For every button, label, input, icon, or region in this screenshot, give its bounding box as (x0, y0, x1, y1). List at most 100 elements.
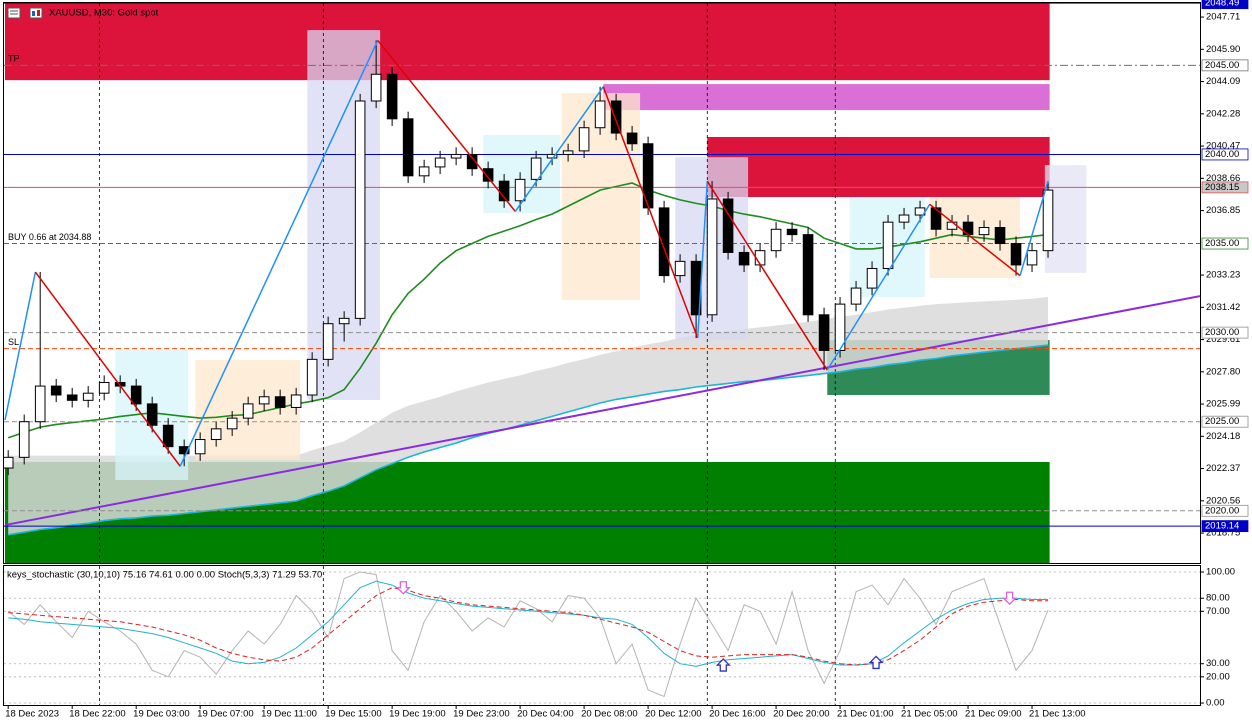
moving-average (7, 182, 1049, 439)
x-tick-label: 18 Dec 2023 (5, 709, 59, 720)
indicator-title: keys_stochastic (30,10,10) 75.16 74.61 0… (7, 570, 322, 581)
indicator-line (7, 571, 1049, 698)
y-tick-label: 30.00 (1206, 658, 1230, 669)
x-tick-label: 18 Dec 22:00 (69, 709, 126, 720)
candle-body (194, 439, 206, 455)
symbol-icon-bar (32, 11, 35, 16)
y-tick-label: 2020.56 (1206, 495, 1240, 506)
candle-body (370, 73, 382, 102)
candle-body (82, 392, 94, 401)
candle-body (562, 150, 574, 155)
candle-body (66, 394, 78, 401)
y-tick-label: 2045.90 (1206, 44, 1240, 55)
y-tick-label: 2022.37 (1206, 463, 1240, 474)
level-label: 2045.00 (1205, 60, 1239, 71)
zigzag-segment (706, 180, 828, 371)
level-annotation: BUY 0.66 at 2034.88 (8, 232, 91, 242)
trend-line (4, 295, 1200, 527)
candle-body (418, 166, 430, 177)
zigzag-segment (696, 181, 709, 339)
x-tick-label: 20 Dec 20:00 (773, 709, 830, 720)
zigzag-segment (4, 271, 37, 421)
y-tick-label: 100.00 (1206, 567, 1235, 578)
level-label-box (1201, 181, 1249, 194)
y-tick-label: 20.00 (1206, 671, 1230, 682)
level-label-box (1201, 237, 1249, 250)
candle-body (1026, 250, 1038, 266)
symbol-icon-bar (37, 10, 40, 16)
x-tick-label: 20 Dec 08:00 (581, 709, 638, 720)
candle-body (594, 100, 606, 129)
level-label: 2048.49 (1205, 0, 1239, 9)
candle-body (34, 385, 46, 423)
level-label: 2019.14 (1205, 521, 1239, 532)
candle-body (402, 118, 414, 177)
candle-body (866, 267, 878, 289)
candle-body (482, 168, 494, 182)
y-tick-label: 2044.09 (1206, 76, 1240, 87)
menu-icon[interactable] (7, 7, 21, 19)
candle-body (450, 153, 462, 159)
y-tick-label: 2025.99 (1206, 399, 1240, 410)
level-label-box (1201, 520, 1249, 533)
zigzag-segment (179, 40, 379, 467)
level-annotation: TP (8, 54, 20, 64)
candle-body (274, 396, 286, 408)
y-tick-label: 2031.42 (1206, 302, 1240, 313)
zigzag-segment (514, 86, 604, 212)
candle-body (786, 228, 798, 236)
level-label-box (1201, 59, 1249, 72)
y-tick-label: 2027.80 (1206, 366, 1240, 377)
chart-title: XAUUSD, M30: Gold spot (49, 8, 159, 19)
zigzag-segment (1019, 180, 1049, 276)
candle-body (946, 221, 958, 230)
level-label-box (1201, 415, 1249, 428)
x-tick-label: 21 Dec 13:00 (1029, 709, 1086, 720)
candle-body (162, 424, 174, 448)
level-annotation: SL (8, 337, 19, 347)
candle-body (322, 323, 334, 360)
candle-body (242, 403, 254, 419)
axes: 2047.71 2045.90 2044.09 2042.28 2040.47 2038.… (5, 0, 1249, 720)
candle-body (130, 385, 142, 405)
candle-body (722, 198, 734, 253)
candle-body (674, 260, 686, 277)
x-tick-label: 21 Dec 05:00 (901, 709, 958, 720)
x-tick-label: 21 Dec 01:00 (837, 709, 894, 720)
candle-body (178, 446, 190, 455)
x-tick-label: 19 Dec 23:00 (453, 709, 510, 720)
zigzag-segment (34, 271, 181, 467)
candle-body (770, 228, 782, 252)
y-tick-label: 80.00 (1206, 593, 1230, 604)
level-label-box (1201, 326, 1249, 339)
header: XAUUSD, M30: Gold spot (7, 7, 159, 19)
candle-body (578, 127, 590, 152)
candle-body (802, 234, 814, 316)
candle-body (994, 226, 1006, 245)
candle-body (930, 207, 942, 230)
y-tick-label: 2040.47 (1206, 141, 1240, 152)
x-tick-label: 20 Dec 04:00 (517, 709, 574, 720)
y-tick-label: 2024.18 (1206, 431, 1240, 442)
x-tick-label: 19 Dec 19:00 (389, 709, 446, 720)
candle-body (706, 198, 718, 316)
candle-body (626, 132, 638, 145)
candle-body (434, 157, 446, 168)
level-label: 2040.00 (1205, 149, 1239, 160)
price-zone (5, 3, 1050, 81)
symbol-icon[interactable] (29, 7, 43, 19)
main-plot: TP BUY 0.66 at 2034.88 SL (4, 3, 1200, 563)
candle-body (98, 382, 110, 394)
candle-body (882, 221, 894, 269)
moving-average (8, 344, 1049, 536)
candle-body (210, 428, 222, 441)
y-tick-label: 2029.61 (1206, 334, 1240, 345)
candle-body (610, 100, 622, 134)
price-zone (603, 84, 1050, 111)
candle-body (338, 317, 350, 325)
y-tick-label: 0.00 (1206, 698, 1225, 709)
level-label-box (1201, 504, 1249, 517)
signal-arrow (868, 655, 884, 670)
candle-body (18, 421, 30, 458)
